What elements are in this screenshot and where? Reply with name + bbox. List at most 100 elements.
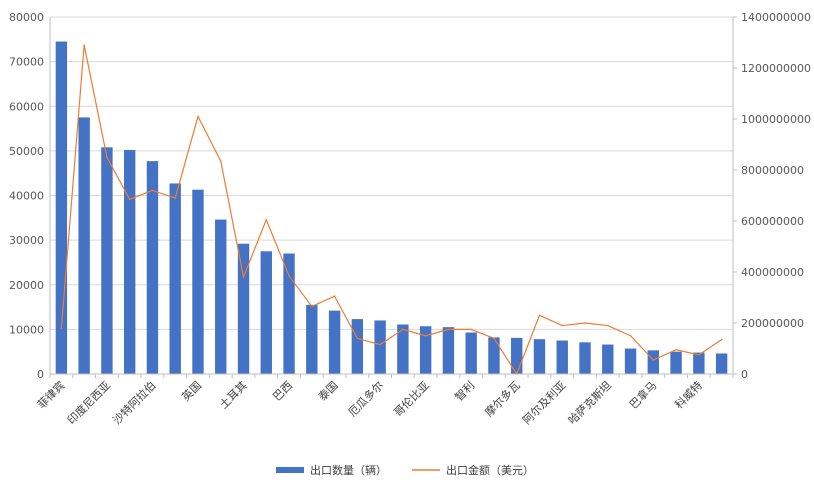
x-category-label: 泰国 xyxy=(315,378,340,403)
y-left-tick-label: 50000 xyxy=(9,145,44,158)
line-point xyxy=(106,156,108,159)
line-point xyxy=(151,189,154,192)
bar xyxy=(306,304,318,374)
legend-swatch-quantity xyxy=(276,467,304,473)
legend-label-quantity: 出口数量（辆） xyxy=(310,463,387,477)
bar xyxy=(123,149,136,374)
line-series xyxy=(60,44,723,375)
bar xyxy=(351,319,364,374)
bar xyxy=(192,189,204,374)
x-category-label: 哥伦比亚 xyxy=(391,378,432,419)
line-point xyxy=(333,295,336,298)
line-point xyxy=(219,160,222,162)
line-point xyxy=(470,328,472,331)
amount-line xyxy=(60,44,722,375)
bar xyxy=(602,344,614,374)
x-category-label: 英国 xyxy=(179,378,204,403)
line-point xyxy=(128,198,131,201)
line-point xyxy=(538,314,541,317)
x-category-label: 哈萨克斯坦 xyxy=(565,378,614,427)
line-point xyxy=(174,197,177,199)
bar xyxy=(237,243,250,374)
y-right-tick-label: 1400000000 xyxy=(741,11,811,24)
y-left-tick-label: 60000 xyxy=(9,100,44,113)
bar xyxy=(715,353,728,374)
bar-series xyxy=(55,41,728,374)
bar xyxy=(215,219,227,374)
bar xyxy=(328,310,341,374)
line-point xyxy=(356,337,359,340)
y-left-tick-label: 80000 xyxy=(9,11,44,24)
bar xyxy=(511,337,523,374)
y-right-tick-label: 400000000 xyxy=(741,266,804,279)
line-point xyxy=(447,328,450,331)
line-point xyxy=(493,337,495,340)
bar xyxy=(533,339,546,374)
line-point xyxy=(265,218,268,221)
line-point xyxy=(288,275,290,277)
bar xyxy=(283,253,295,374)
bar xyxy=(419,326,432,374)
legend: 出口数量（辆） 出口金额（美元） xyxy=(276,463,534,477)
y-right-tick-label: 0 xyxy=(741,368,748,381)
y-left-tick-label: 40000 xyxy=(9,190,44,203)
y-left-tick-label: 10000 xyxy=(9,323,44,336)
y-right-tick-label: 200000000 xyxy=(741,317,804,330)
bar xyxy=(556,340,568,374)
line-point xyxy=(584,322,586,324)
line-point xyxy=(197,115,199,118)
x-category-label: 摩尔多瓦 xyxy=(482,378,523,419)
bar xyxy=(670,351,682,374)
y-right-tick-label: 1000000000 xyxy=(741,113,811,126)
y-left-tick-label: 70000 xyxy=(9,56,44,69)
bar xyxy=(146,161,159,374)
x-category-label: 菲律宾 xyxy=(34,378,67,411)
bar xyxy=(78,117,90,374)
line-point xyxy=(242,276,245,278)
line-point xyxy=(60,327,63,329)
bar xyxy=(465,332,477,374)
bar xyxy=(169,183,181,374)
bar xyxy=(101,147,113,374)
line-point xyxy=(698,354,700,356)
x-category-label: 科威特 xyxy=(672,378,705,411)
line-point xyxy=(629,334,632,337)
x-category-label: 阿尔及利亚 xyxy=(520,379,568,427)
line-point xyxy=(720,338,723,341)
y-left-tick-label: 0 xyxy=(37,368,44,381)
bar xyxy=(397,324,409,374)
x-category-label: 巴西 xyxy=(270,379,295,404)
x-category-label: 土耳其 xyxy=(217,379,250,412)
line-point xyxy=(311,305,313,308)
line-point xyxy=(561,324,564,327)
bar xyxy=(55,41,68,374)
bar xyxy=(693,352,705,374)
y-left-tick-label: 30000 xyxy=(9,234,44,247)
bar xyxy=(624,348,637,374)
y-right-tick-label: 1200000000 xyxy=(741,62,811,75)
line-point xyxy=(652,359,655,361)
line-point xyxy=(424,334,427,337)
legend-label-amount: 出口金额（美元） xyxy=(446,463,534,477)
y-left-tick-label: 20000 xyxy=(9,279,44,292)
x-category-label: 印度尼西亚 xyxy=(64,378,113,427)
line-point xyxy=(675,348,677,351)
x-category-label: 沙特阿拉伯 xyxy=(110,378,159,427)
bar xyxy=(260,251,272,374)
x-category-label: 智利 xyxy=(452,378,477,403)
y-right-tick-label: 600000000 xyxy=(741,215,804,228)
x-category-label: 厄瓜多尔 xyxy=(345,378,386,419)
line-point xyxy=(402,328,404,331)
bar xyxy=(647,350,660,374)
line-point xyxy=(83,44,85,46)
bar xyxy=(374,320,386,374)
x-category-label: 巴拿马 xyxy=(626,378,659,411)
line-point xyxy=(606,324,609,327)
line-point xyxy=(379,343,381,346)
bar xyxy=(442,327,455,374)
gridlines xyxy=(50,16,733,375)
bar xyxy=(579,342,591,374)
bar xyxy=(488,337,500,374)
